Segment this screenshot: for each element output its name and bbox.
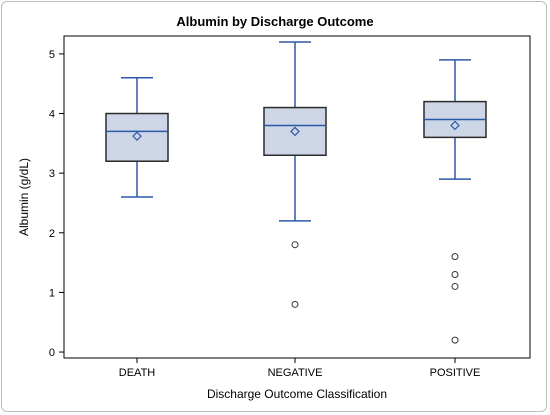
outlier-point	[291, 241, 299, 249]
mean-marker	[132, 131, 142, 142]
mean-marker	[450, 120, 460, 131]
y-tick-label: 4	[49, 109, 55, 121]
iqr-box	[263, 106, 327, 157]
y-tick-label: 3	[49, 168, 55, 180]
y-tick-label: 1	[49, 287, 55, 299]
outlier-point	[451, 253, 459, 261]
y-tick-label: 0	[49, 347, 55, 359]
x-tick-label: DEATH	[119, 367, 156, 379]
mean-marker	[290, 126, 300, 137]
x-axis-label: Discharge Outcome Classification	[207, 387, 387, 401]
y-tick-label: 2	[49, 228, 55, 240]
chart-marks: 0 1 2 3 4 5 DEATH NEGATIVE POSITIVE	[49, 41, 487, 379]
outlier-point	[451, 271, 459, 279]
outlier-point	[291, 300, 299, 308]
outlier-point	[451, 282, 459, 290]
x-tick-label: NEGATIVE	[268, 367, 323, 379]
outlier-point	[451, 336, 459, 344]
iqr-box	[105, 112, 169, 162]
y-axis-label: Albumin (g/dL)	[17, 158, 31, 236]
chart-title: Albumin by Discharge Outcome	[176, 14, 373, 29]
y-tick-label: 5	[49, 49, 55, 61]
x-tick-label: POSITIVE	[430, 367, 481, 379]
plot-area	[63, 35, 531, 359]
